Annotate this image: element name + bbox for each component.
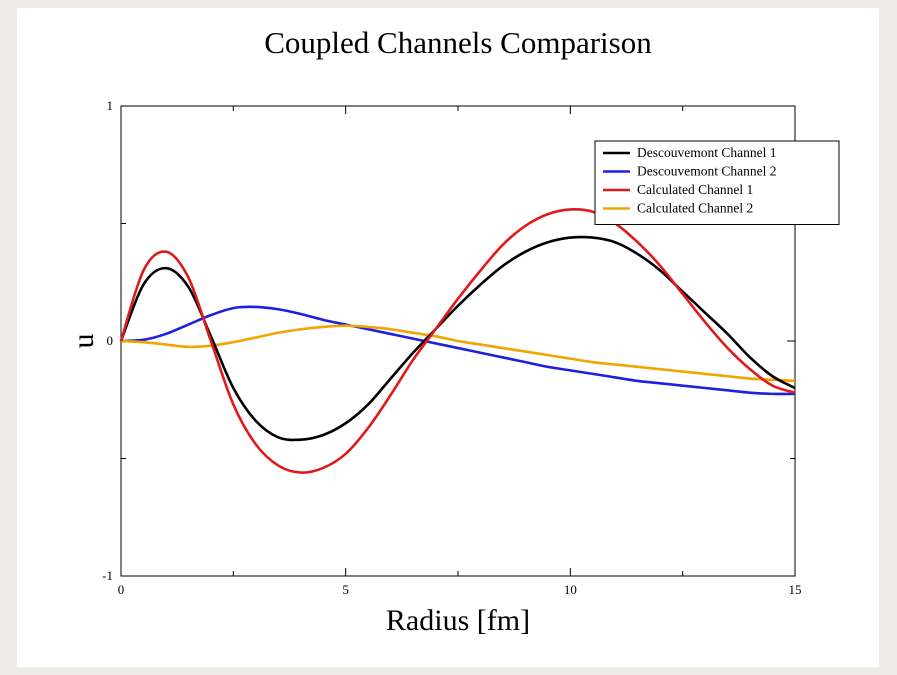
series-line-calculated-channel-2 <box>120 324 796 383</box>
x-tick-label: 15 <box>789 582 802 597</box>
line-chart: Coupled Channels Comparison 0 5 10 15 -1 0 1 R… <box>67 25 840 637</box>
series-line-descouvemont-channel-2 <box>120 305 796 396</box>
y-tick-label: -1 <box>102 568 113 583</box>
y-tick-label: 1 <box>107 98 114 113</box>
x-tick-label: 10 <box>564 582 577 597</box>
x-tick-label: 0 <box>118 582 125 597</box>
chart-panel: Coupled Channels Comparison 0 5 10 15 -1 0 1 R… <box>17 8 879 667</box>
legend-label: Calculated Channel 2 <box>637 201 753 216</box>
x-axis-label: Radius [fm] <box>386 604 530 637</box>
series-line-calculated-channel-1 <box>119 207 796 474</box>
legend-label: Calculated Channel 1 <box>637 182 753 197</box>
legend: Descouvemont Channel 1 Descouvemont Chann… <box>594 140 840 225</box>
series-line-descouvemont-channel-1 <box>119 235 796 442</box>
chart-title: Coupled Channels Comparison <box>264 25 652 60</box>
series-layer <box>119 207 796 474</box>
legend-label: Descouvemont Channel 2 <box>637 164 776 179</box>
legend-box <box>594 140 840 225</box>
y-axis-label: u <box>67 334 100 349</box>
legend-label: Descouvemont Channel 1 <box>637 145 776 160</box>
x-tick-label: 5 <box>342 582 349 597</box>
y-tick-label: 0 <box>107 333 114 348</box>
